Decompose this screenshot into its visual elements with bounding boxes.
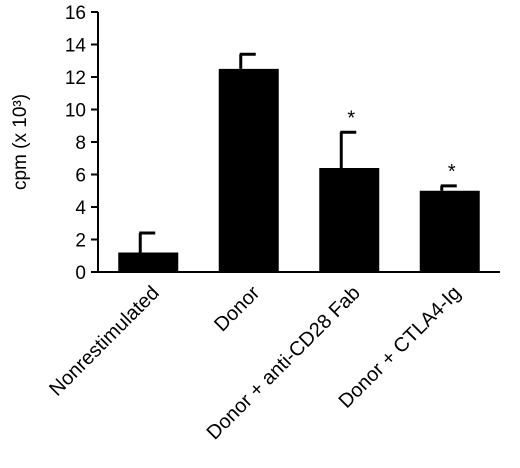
bars: ** [118,52,480,272]
x-category-label: Nonrestimulated [45,282,164,401]
y-axis: 0 2 4 6 8 10 12 14 16 [65,3,99,284]
bar [118,252,179,272]
y-axis-label: cpm (x 10³) [10,94,31,190]
y-tick-label: 4 [75,198,86,219]
y-tick-label: 10 [65,101,86,122]
y-tick-label: 2 [75,231,86,252]
y-tick-label: 8 [75,133,86,154]
bar [218,68,279,272]
y-tick-label: 16 [65,3,86,24]
significance-marker: * [448,161,456,183]
x-category-label: Donor [210,282,264,336]
y-tick-label: 0 [75,263,86,284]
bar [419,190,480,272]
y-tick-label: 6 [75,166,86,187]
bar [319,168,380,272]
y-tick-label: 14 [65,36,87,57]
significance-marker: * [347,107,355,129]
y-tick-label: 12 [65,68,86,89]
